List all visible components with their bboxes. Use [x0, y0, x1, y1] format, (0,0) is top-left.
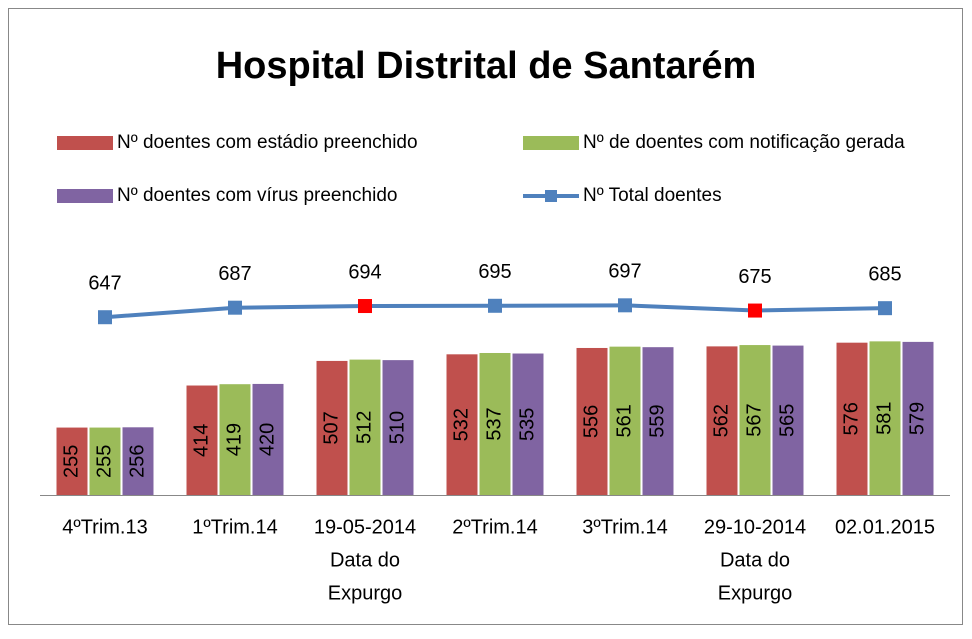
line-value-label: 685 — [868, 263, 901, 285]
legend-label: Nº de doentes com notificação gerada — [583, 132, 905, 153]
x-tick-label: 4ºTrim.13 — [62, 516, 147, 538]
bar-value-label: 567 — [743, 403, 765, 436]
bar-value-label: 581 — [873, 401, 895, 434]
line-value-label: 675 — [738, 266, 771, 288]
bar — [512, 353, 544, 495]
legend-marker — [545, 190, 557, 202]
bar — [576, 347, 608, 495]
line-marker — [228, 300, 242, 315]
bar-value-label: 420 — [256, 423, 278, 456]
bar-value-label: 565 — [776, 404, 798, 437]
bar-value-label: 532 — [450, 408, 472, 441]
bar-value-label: 419 — [223, 423, 245, 456]
legend-label: Nº doentes com vírus preenchido — [117, 185, 397, 206]
bar — [642, 347, 674, 495]
bar — [219, 384, 251, 495]
line-marker — [878, 301, 892, 316]
bar-value-label: 559 — [646, 404, 668, 437]
bar — [316, 360, 348, 495]
x-tick-label: Expurgo — [328, 582, 403, 604]
line-value-label: 687 — [218, 263, 251, 285]
bar — [382, 360, 414, 495]
bar-value-label: 535 — [516, 408, 538, 441]
bar-value-label: 579 — [906, 402, 928, 435]
bar-value-label: 414 — [190, 424, 212, 457]
x-tick-label: Data do — [330, 549, 400, 571]
bar — [56, 427, 88, 495]
legend-label: Nº doentes com estádio preenchido — [117, 132, 418, 153]
bar — [739, 345, 771, 495]
x-tick-label: 1ºTrim.14 — [192, 516, 277, 538]
x-tick-label: 2ºTrim.14 — [452, 516, 537, 538]
bar-value-label: 537 — [483, 407, 505, 440]
x-tick-label: 3ºTrim.14 — [582, 516, 667, 538]
line-marker — [358, 299, 372, 314]
bar-value-label: 576 — [840, 402, 862, 435]
line-marker — [748, 303, 762, 318]
line-value-label: 697 — [608, 261, 641, 283]
chart-title: Hospital Distrital de Santarém — [216, 45, 757, 87]
bar-value-label: 256 — [126, 444, 148, 477]
bar — [706, 346, 738, 495]
bar — [869, 341, 901, 495]
bar — [89, 427, 121, 495]
line-value-label: 695 — [478, 261, 511, 283]
legend-swatch — [57, 189, 113, 203]
bar-value-label: 562 — [710, 404, 732, 437]
line-marker — [488, 298, 502, 313]
line-marker — [618, 298, 632, 313]
bar — [349, 359, 381, 495]
x-tick-label: 29-10-2014 — [704, 516, 806, 538]
bar — [479, 352, 511, 495]
bar — [252, 383, 284, 495]
legend-swatch — [57, 136, 113, 150]
line-value-label: 694 — [348, 261, 381, 283]
line-marker — [98, 310, 112, 325]
bar-value-label: 255 — [93, 445, 115, 478]
bar-value-label: 556 — [580, 405, 602, 438]
legend-swatch — [523, 136, 579, 150]
x-tick-label: 19-05-2014 — [314, 516, 416, 538]
bar — [122, 427, 154, 495]
line-value-label: 647 — [88, 272, 121, 294]
legend-label: Nº Total doentes — [583, 185, 722, 206]
bar-value-label: 561 — [613, 404, 635, 437]
bar-value-label: 510 — [386, 411, 408, 444]
bar-value-label: 507 — [320, 411, 342, 444]
bar-value-label: 512 — [353, 411, 375, 444]
x-tick-label: Expurgo — [718, 582, 793, 604]
x-tick-label: 02.01.2015 — [835, 516, 935, 538]
chart-border — [8, 8, 963, 625]
bar-value-label: 255 — [60, 445, 82, 478]
bar — [186, 385, 218, 495]
bar — [446, 354, 478, 495]
bar — [902, 341, 934, 495]
bar — [609, 346, 641, 495]
bar — [772, 345, 804, 495]
bar — [836, 342, 868, 495]
x-tick-label: Data do — [720, 549, 790, 571]
